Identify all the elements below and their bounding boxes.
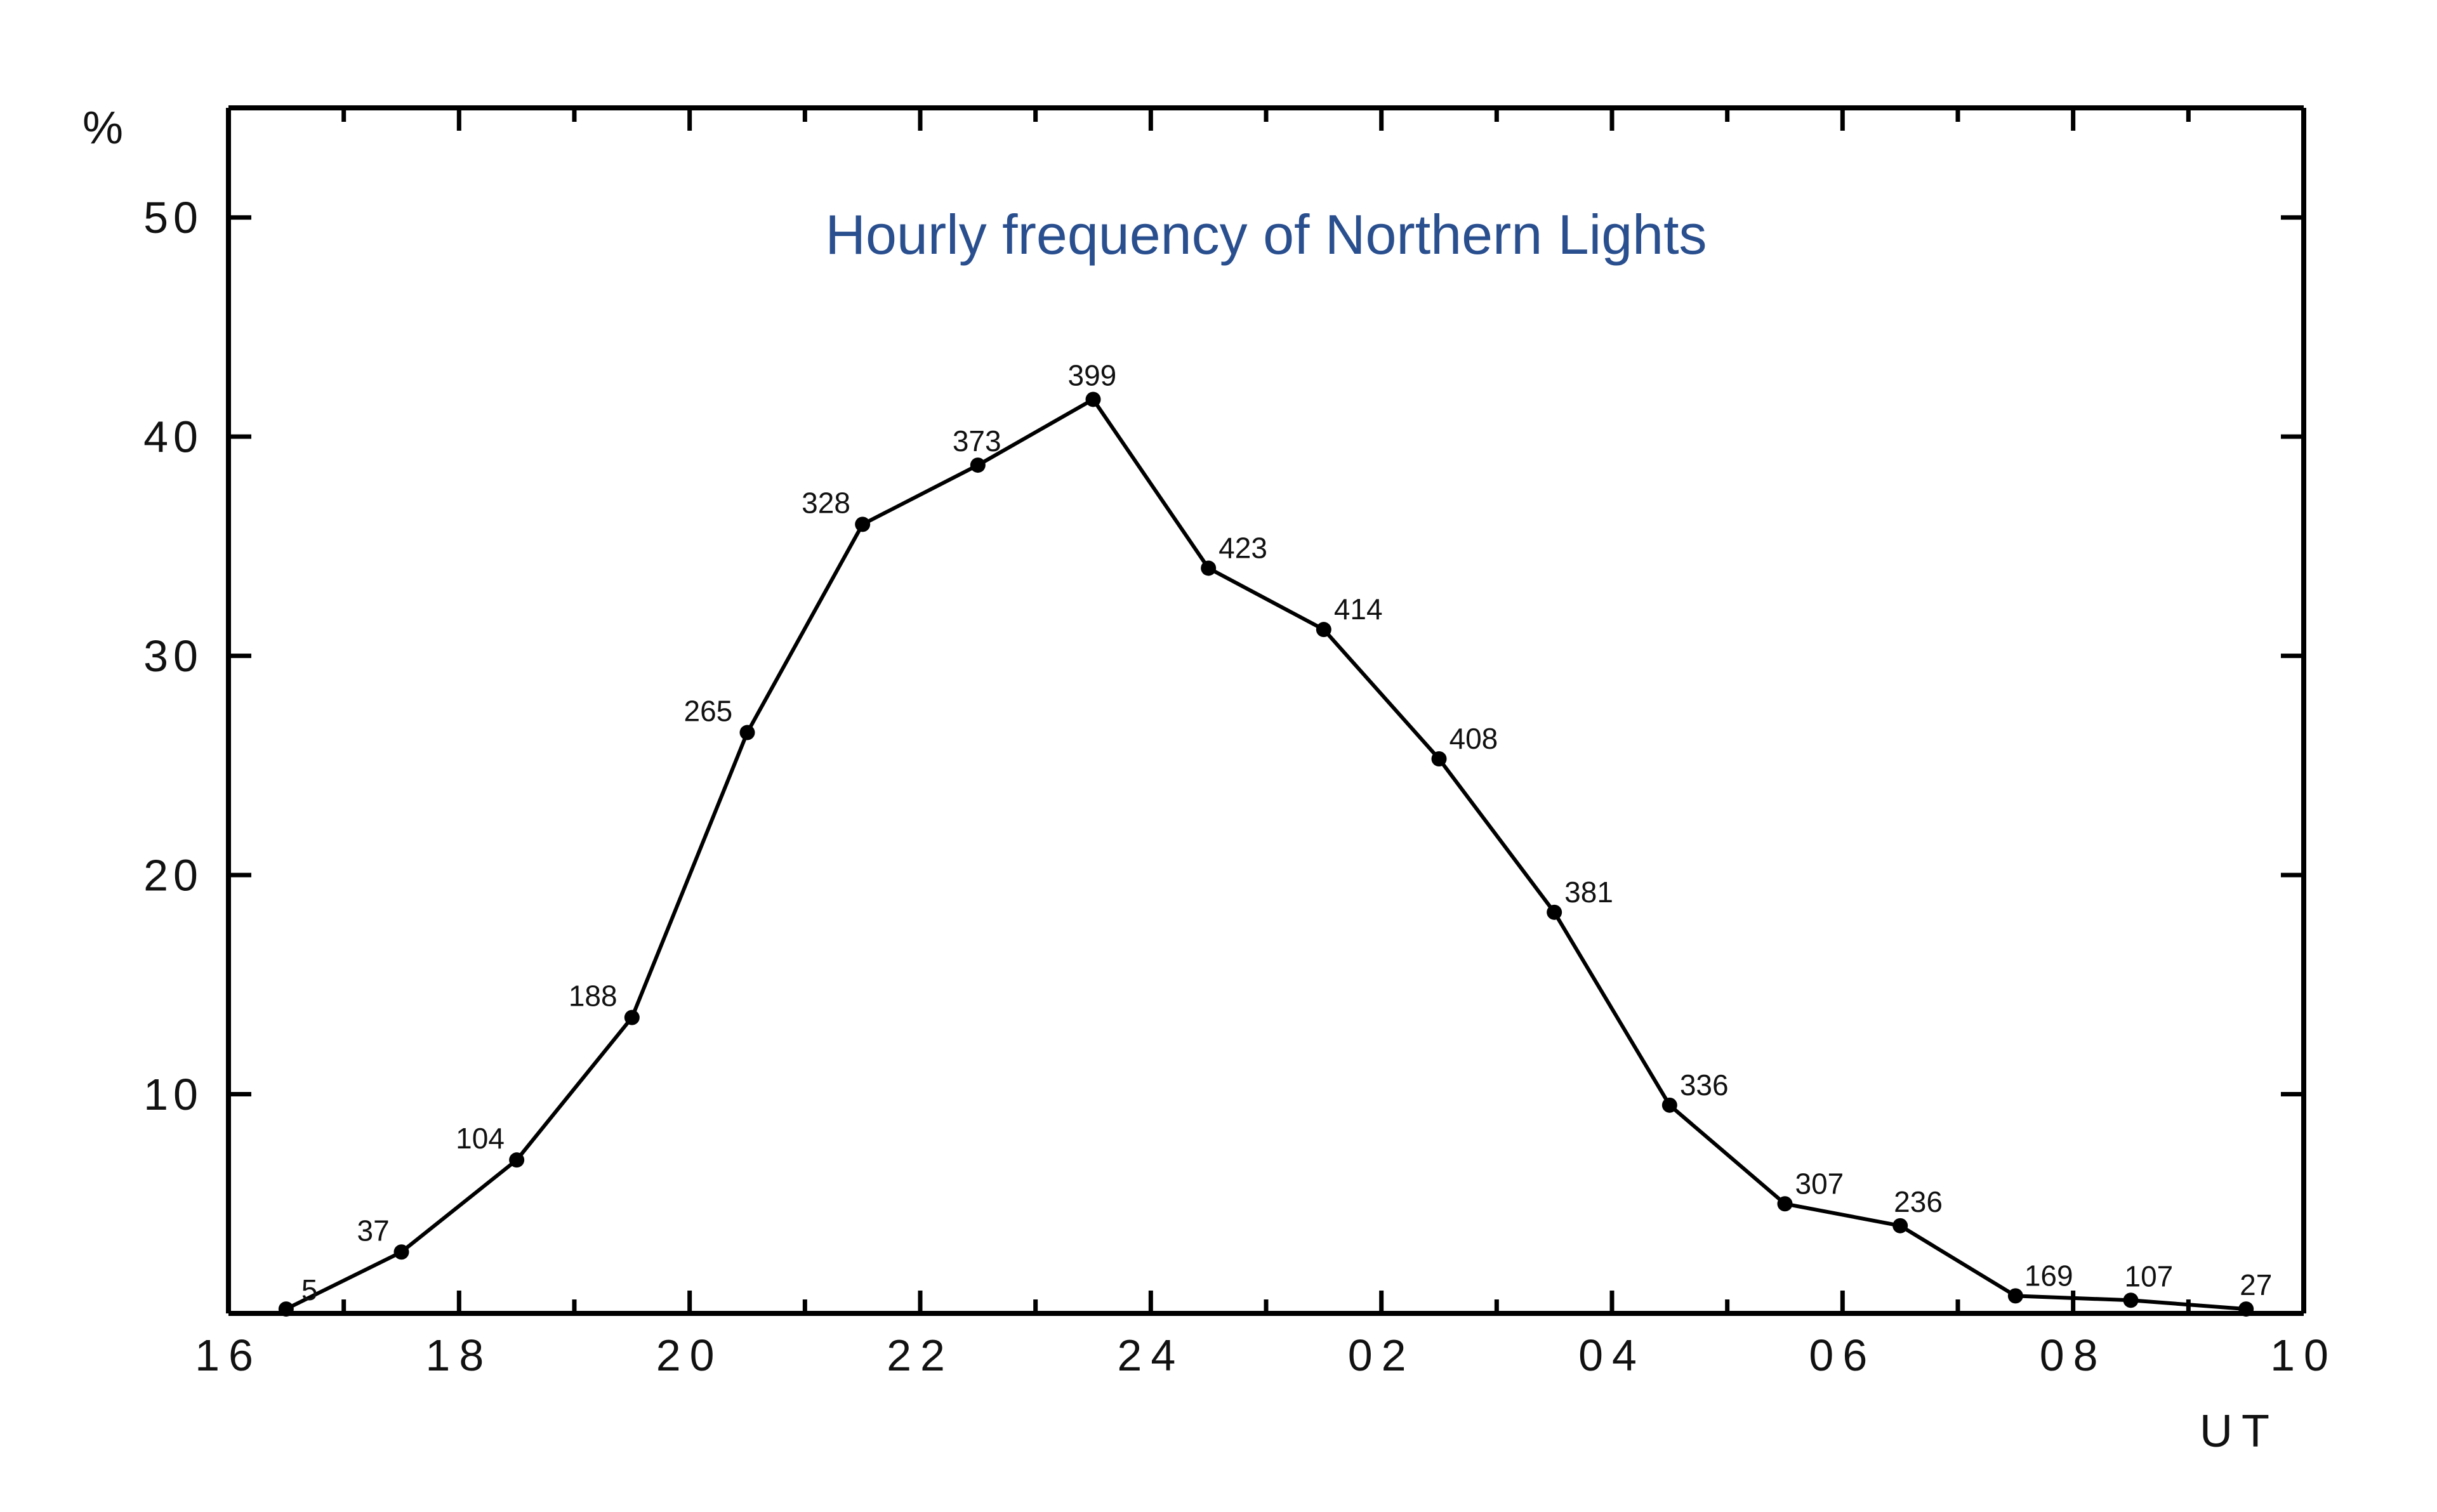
x-tick-label: 10 (2270, 1331, 2337, 1380)
data-marker (2238, 1301, 2254, 1317)
data-marker (509, 1152, 524, 1167)
data-point-value: 423 (1218, 531, 1267, 564)
data-point-value: 307 (1795, 1167, 1844, 1200)
data-point-value: 188 (569, 980, 618, 1013)
frequency-line-chart: 16 18 20 22 24 02 04 06 08 10 10 20 30 40 50% UT Hourly … (0, 0, 2437, 1512)
data-point-value: 27 (2240, 1268, 2272, 1301)
x-tick-label: 08 (2040, 1331, 2107, 1380)
x-tick-label: 04 (1578, 1331, 1646, 1380)
x-axis-label: UT (2200, 1406, 2278, 1457)
data-marker (394, 1244, 409, 1259)
y-tick-label: 40 (143, 412, 203, 462)
data-marker (855, 516, 870, 532)
x-tick-label: 18 (425, 1331, 492, 1380)
data-marker (624, 1010, 640, 1025)
data-marker (1086, 391, 1101, 407)
data-marker (2008, 1288, 2023, 1303)
data-point-value: 37 (357, 1214, 390, 1247)
data-marker (1432, 751, 1447, 766)
chart-container: 16 18 20 22 24 02 04 06 08 10 10 20 30 40 50% UT Hourly … (0, 0, 2437, 1512)
data-marker (1547, 905, 1562, 920)
data-marker (279, 1301, 294, 1317)
data-point-value: 169 (2024, 1259, 2073, 1292)
x-tick-label: 06 (1809, 1331, 1876, 1380)
data-point-value: 408 (1450, 722, 1498, 755)
data-point-value: 373 (953, 424, 1001, 457)
data-point-value: 104 (456, 1122, 505, 1155)
data-point-value: 399 (1068, 358, 1117, 391)
data-point-value: 107 (2125, 1259, 2174, 1292)
data-marker (1201, 560, 1216, 575)
data-point-value: 265 (684, 695, 733, 728)
data-marker (2123, 1292, 2139, 1308)
x-tick-label: 22 (887, 1331, 954, 1380)
data-marker (1316, 622, 1331, 637)
y-tick-label: 30 (143, 631, 203, 681)
x-tick-label: 20 (656, 1331, 723, 1380)
y-tick-label: 20 (143, 851, 203, 900)
data-point-value: 414 (1334, 593, 1383, 626)
data-point-value: 336 (1680, 1068, 1729, 1101)
x-tick-label: 02 (1348, 1331, 1415, 1380)
x-tick-label: 24 (1117, 1331, 1184, 1380)
data-marker (970, 457, 986, 473)
y-tick-label: 50 (143, 193, 203, 242)
x-tick-label: 16 (195, 1331, 262, 1380)
data-marker (1778, 1196, 1793, 1211)
data-point-value: 328 (802, 486, 850, 519)
data-point-value: 236 (1894, 1185, 1943, 1218)
data-marker (1892, 1218, 1908, 1233)
data-marker (740, 725, 755, 740)
data-point-value: 5 (301, 1273, 318, 1306)
data-point-value: 381 (1564, 876, 1613, 909)
y-axis-label: % (83, 103, 123, 154)
y-tick-label: 10 (143, 1070, 203, 1119)
data-marker (1662, 1098, 1677, 1113)
chart-title: Hourly frequency of Northern Lights (825, 203, 1707, 266)
